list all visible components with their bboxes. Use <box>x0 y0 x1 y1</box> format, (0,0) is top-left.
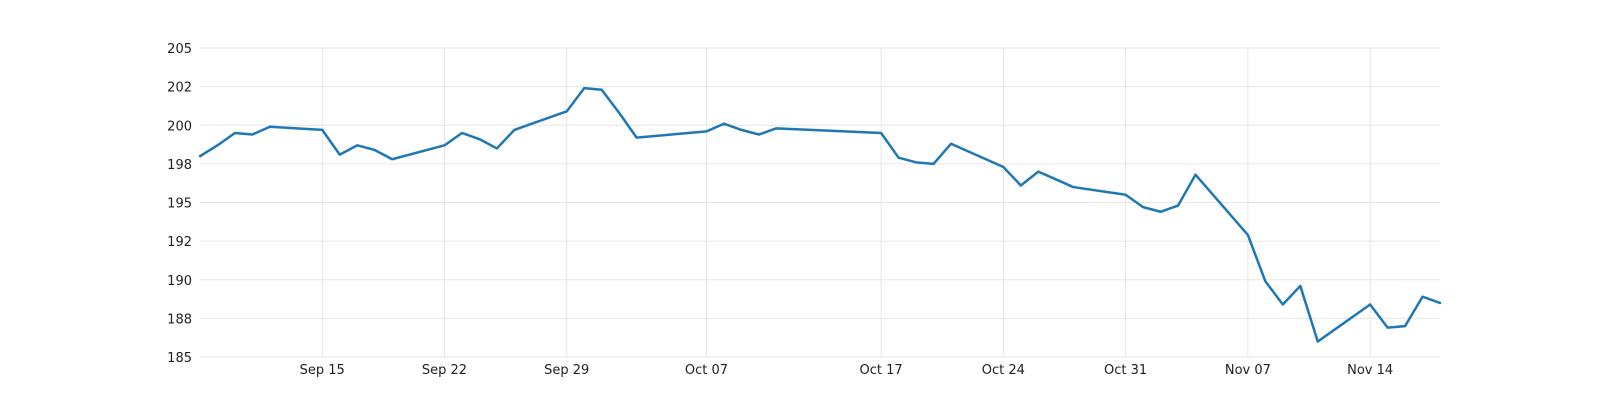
x-tick-label: Oct 07 <box>685 363 728 378</box>
y-tick-label: 205 <box>167 42 192 57</box>
y-tick-label: 195 <box>167 197 192 212</box>
y-tick-label: 192 <box>167 235 192 250</box>
y-axis: 185 188 190 192 195 198 200 202 205 <box>167 42 192 366</box>
x-tick-label: Sep 22 <box>422 363 467 378</box>
y-tick-label: 188 <box>167 312 192 327</box>
x-tick-label: Sep 15 <box>300 363 345 378</box>
y-tick-label: 200 <box>167 119 192 134</box>
x-tick-label: Nov 14 <box>1347 363 1393 378</box>
series-line <box>198 86 1442 343</box>
grid <box>200 47 1440 358</box>
x-tick-label: Nov 07 <box>1225 363 1271 378</box>
x-tick-label: Oct 17 <box>860 363 903 378</box>
y-tick-label: 198 <box>167 158 192 173</box>
y-tick-label: 185 <box>167 351 192 366</box>
x-tick-label: Sep 29 <box>544 363 589 378</box>
series-group <box>198 86 1442 343</box>
x-tick-label: Oct 31 <box>1104 363 1147 378</box>
x-axis: Sep 15 Sep 22 Sep 29 Oct 07 Oct 17 Oct 24 Oct … <box>300 363 1394 378</box>
y-tick-label: 202 <box>167 81 192 96</box>
x-tick-label: Oct 24 <box>982 363 1025 378</box>
y-tick-label: 190 <box>167 274 192 289</box>
